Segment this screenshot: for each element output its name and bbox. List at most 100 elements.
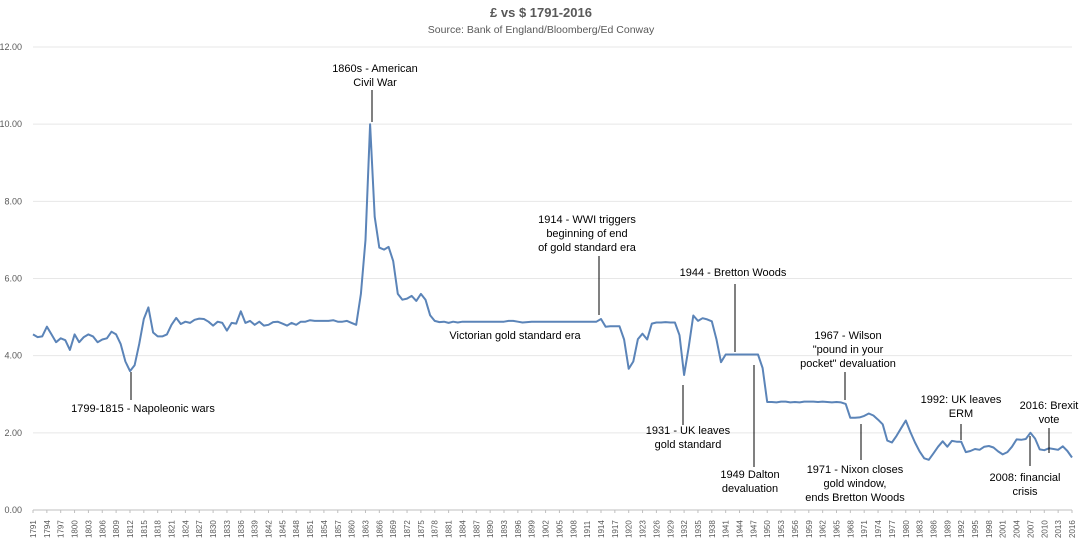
x-tick-label: 1833 xyxy=(223,520,232,538)
x-tick-label: 2007 xyxy=(1026,520,1035,538)
y-axis: 0.00 2.00 4.00 6.00 8.00 10.00 12.00 xyxy=(0,42,22,515)
x-tick-label: 1866 xyxy=(375,520,384,538)
x-tick-label: 1902 xyxy=(542,520,551,538)
x-tick-label: 1920 xyxy=(625,520,634,538)
annotation-label: 1967 - Wilson "pound in your pocket" deval… xyxy=(800,330,896,370)
x-tick-label: 1839 xyxy=(251,520,260,538)
annotation-label: 2008: financial crisis xyxy=(990,472,1061,498)
x-tick-label: 1950 xyxy=(763,520,772,538)
annotation-label: 2016: Brexit vote xyxy=(1020,400,1079,426)
x-tick-label: 1815 xyxy=(140,520,149,538)
series-layer xyxy=(32,123,1073,461)
x-tick-label: 1824 xyxy=(181,520,190,538)
x-tick-label: 1992 xyxy=(957,520,966,538)
x-tick-label: 1935 xyxy=(694,520,703,538)
x-tick-label: 1869 xyxy=(389,520,398,538)
annotation-label: 1949 Dalton devaluation xyxy=(720,469,779,495)
x-tick-label: 1806 xyxy=(98,520,107,538)
x-tick-label: 1860 xyxy=(348,520,357,538)
x-tick-label: 1968 xyxy=(846,520,855,538)
y-tick-label: 8.00 xyxy=(4,196,22,206)
x-tick-label: 1821 xyxy=(168,520,177,538)
x-tick-label: 1887 xyxy=(472,520,481,538)
x-tick-label: 1800 xyxy=(71,520,80,538)
x-tick-label: 1986 xyxy=(929,520,938,538)
x-tick-label: 1842 xyxy=(265,520,274,538)
x-tick-label: 1896 xyxy=(514,520,523,538)
x-tick-label: 1911 xyxy=(583,520,592,538)
x-tick-label: 1944 xyxy=(736,520,745,538)
x-tick-label: 1881 xyxy=(445,520,454,538)
x-tick-label: 1947 xyxy=(749,520,758,538)
x-tick-label: 1941 xyxy=(722,520,731,538)
x-tick-label: 1848 xyxy=(292,520,301,538)
x-tick-label: 2004 xyxy=(1013,520,1022,538)
x-tick-label: 2013 xyxy=(1054,520,1063,538)
annotation-label: 1860s - American Civil War xyxy=(332,63,418,89)
x-tick-label: 1863 xyxy=(361,520,370,538)
x-tick-label: 1854 xyxy=(320,520,329,538)
x-tick-label: 1791 xyxy=(29,520,38,538)
x-tick-label: 1809 xyxy=(112,520,121,538)
x-tick-label: 1965 xyxy=(832,520,841,538)
x-tick-label: 1959 xyxy=(805,520,814,538)
annotation-label: 1971 - Nixon closes gold window, ends Bret… xyxy=(805,464,905,504)
x-tick-label: 1884 xyxy=(458,520,467,538)
x-tick-label: 1983 xyxy=(916,520,925,538)
x-tick-label: 2001 xyxy=(999,520,1008,538)
chart-title: £ vs $ 1791-2016 xyxy=(490,5,592,20)
x-tick-label: 1851 xyxy=(306,520,315,538)
gridlines xyxy=(33,46,1072,511)
y-tick-label: 0.00 xyxy=(4,505,22,515)
annotation-label: 1799-1815 - Napoleonic wars xyxy=(71,403,215,415)
x-tick-label: 1827 xyxy=(195,520,204,538)
x-tick-label: 1908 xyxy=(569,520,578,538)
x-tick-label: 1995 xyxy=(971,520,980,538)
y-tick-label: 10.00 xyxy=(0,119,22,129)
x-tick-label: 1893 xyxy=(500,520,509,538)
annotation-label: 1931 - UK leaves gold standard xyxy=(646,425,731,451)
x-tick-label: 1917 xyxy=(611,520,620,538)
annotations: 1860s - American Civil War 1799-1815 - Nap… xyxy=(71,63,1078,504)
x-tick-label: 1998 xyxy=(985,520,994,538)
x-tick-label: 1830 xyxy=(209,520,218,538)
annotation-label: 1944 - Bretton Woods xyxy=(680,267,787,279)
y-tick-label: 6.00 xyxy=(4,274,22,284)
x-tick-label: 1962 xyxy=(819,520,828,538)
x-tick-label: 2010 xyxy=(1040,520,1049,538)
x-tick-label: 1857 xyxy=(334,520,343,538)
x-tick-label: 1929 xyxy=(666,520,675,538)
x-tick-label: 1974 xyxy=(874,520,883,538)
x-tick-label: 1977 xyxy=(888,520,897,538)
x-tick-label: 1905 xyxy=(555,520,564,538)
x-tick-label: 1899 xyxy=(528,520,537,538)
x-tick-label: 1932 xyxy=(680,520,689,538)
x-tick-label: 1980 xyxy=(902,520,911,538)
chart-subtitle: Source: Bank of England/Bloomberg/Ed Con… xyxy=(428,24,655,36)
y-tick-label: 12.00 xyxy=(0,42,22,52)
x-tick-label: 1890 xyxy=(486,520,495,538)
x-tick-label: 1989 xyxy=(943,520,952,538)
y-tick-label: 4.00 xyxy=(4,351,22,361)
x-axis: 1791 1794 1797 1800 1803 1806 1809 1812 1815 1818… xyxy=(29,509,1077,538)
x-tick-label: 1845 xyxy=(278,520,287,538)
x-tick-label: 1914 xyxy=(597,520,606,538)
x-tick-label: 1818 xyxy=(154,520,163,538)
x-tick-label: 1971 xyxy=(860,520,869,538)
x-tick-label: 1923 xyxy=(639,520,648,538)
x-tick-label: 1875 xyxy=(417,520,426,538)
x-tick-label: 1836 xyxy=(237,520,246,538)
x-tick-label: 1926 xyxy=(652,520,661,538)
x-tick-label: 1956 xyxy=(791,520,800,538)
x-tick-label: 2016 xyxy=(1068,520,1077,538)
annotation-label: 1914 - WWI triggers beginning of end of go… xyxy=(538,214,637,254)
y-tick-label: 2.00 xyxy=(4,428,22,438)
x-tick-label: 1953 xyxy=(777,520,786,538)
x-tick-label: 1803 xyxy=(84,520,93,538)
x-tick-label: 1794 xyxy=(43,520,52,538)
series-line xyxy=(32,123,1073,461)
x-tick-label: 1797 xyxy=(57,520,66,538)
x-tick-label: 1938 xyxy=(708,520,717,538)
x-tick-label: 1812 xyxy=(126,520,135,538)
